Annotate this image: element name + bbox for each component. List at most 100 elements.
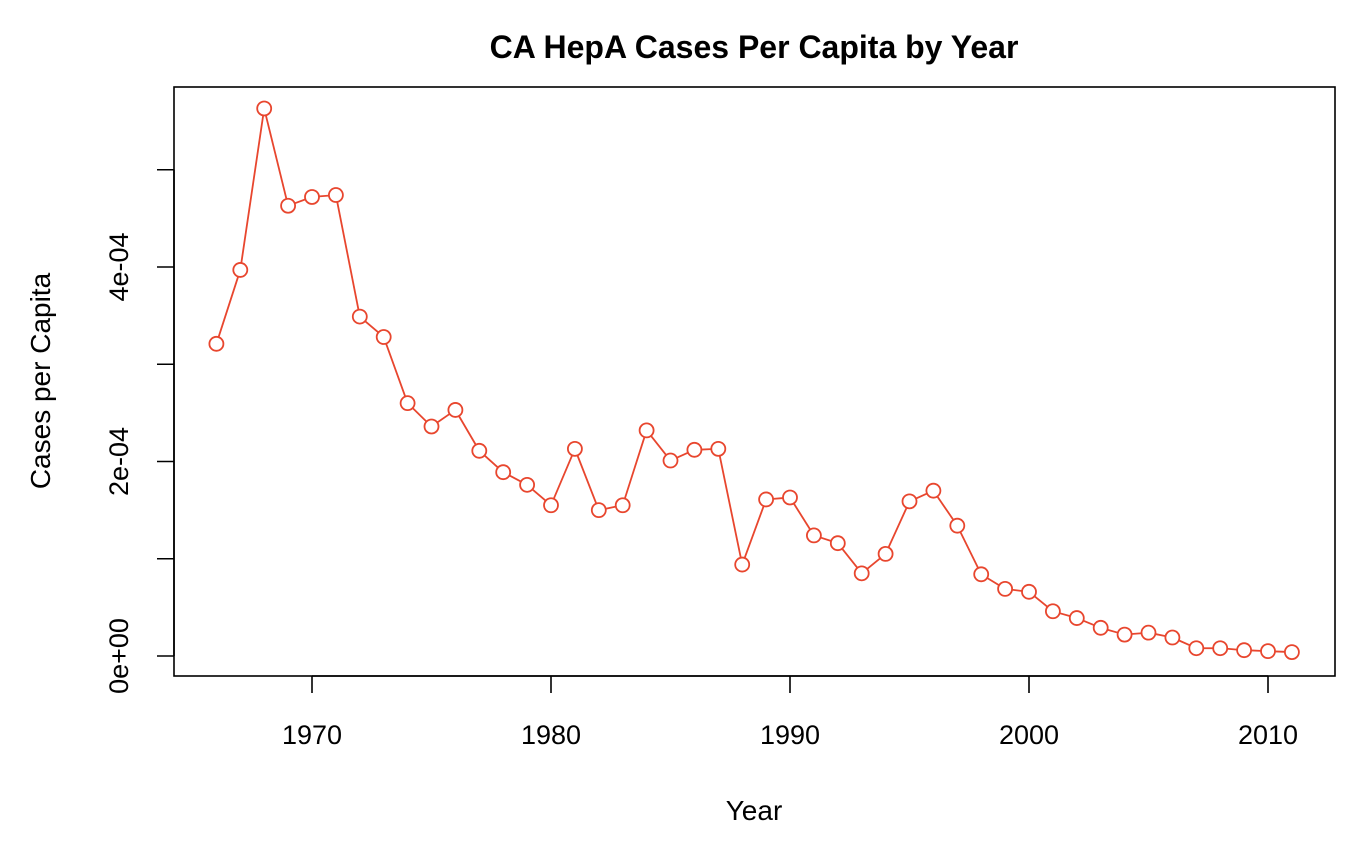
data-point (1212, 640, 1229, 657)
series-layer (208, 100, 1300, 661)
data-point (1236, 642, 1252, 659)
series-line-segment (915, 492, 928, 500)
series-line-segment (1033, 595, 1049, 608)
series-line-segment (294, 198, 306, 205)
data-point (1068, 610, 1085, 626)
x-tick-label: 1980 (521, 720, 581, 750)
series-line-segment (385, 343, 407, 397)
series-line-segment (411, 407, 428, 423)
data-point (519, 476, 535, 493)
series-line-segment (552, 454, 573, 500)
series-line-segment (483, 454, 499, 469)
data-point (447, 402, 464, 418)
data-point (734, 556, 751, 573)
series-line-segment (1178, 639, 1191, 647)
data-point (280, 197, 297, 214)
data-point (710, 440, 727, 457)
data-point (949, 517, 966, 534)
data-point (543, 497, 559, 514)
data-point (208, 335, 225, 352)
y-tick-label: 4e-04 (104, 232, 134, 301)
data-point (925, 482, 942, 499)
data-point (375, 329, 392, 345)
data-point (327, 187, 344, 203)
data-point (638, 422, 655, 439)
series-line-segment (1107, 628, 1119, 634)
series-line-segment (318, 194, 329, 198)
series-line-segment (623, 436, 646, 499)
y-axis: 0e+00 2e-04 4e-04 (104, 168, 175, 694)
data-point (304, 189, 320, 205)
series-line-segment (866, 557, 881, 570)
series-line-segment (986, 577, 1000, 587)
series-line-segment (217, 276, 240, 338)
data-point (877, 545, 894, 562)
data-point (1116, 626, 1133, 643)
series-line-segment (1082, 619, 1095, 626)
data-point (495, 464, 512, 481)
x-tick-label: 2000 (999, 720, 1059, 750)
series-line-segment (718, 455, 742, 558)
x-axis-label: Year (726, 795, 783, 826)
data-point (256, 100, 273, 117)
data-point (399, 395, 416, 412)
series-line-segment (240, 115, 265, 264)
series-line-segment (1155, 633, 1166, 638)
data-point (997, 580, 1013, 597)
data-point (590, 502, 607, 519)
series-0 (208, 100, 1300, 661)
series-line-segment (1227, 647, 1238, 651)
series-line-segment (936, 495, 955, 521)
series-line-segment (605, 505, 617, 510)
y-axis-label: Cases per Capita (25, 272, 56, 489)
plot-frame (173, 86, 1336, 677)
data-point (758, 491, 774, 508)
series-line-segment (436, 413, 451, 424)
data-point (1164, 629, 1181, 646)
series-line-segment (336, 201, 360, 310)
series-line-segment (841, 548, 859, 569)
x-tick-label: 1990 (760, 720, 820, 750)
data-point (1021, 583, 1037, 600)
data-point (351, 308, 368, 325)
data-point (1092, 619, 1109, 636)
data-point (973, 566, 990, 583)
series-line-segment (676, 451, 689, 459)
series-line-segment (364, 320, 379, 334)
series-line-segment (959, 531, 979, 569)
data-point (782, 489, 798, 506)
x-tick-label: 2010 (1238, 720, 1298, 750)
series-line-segment (1011, 588, 1023, 592)
data-point (1260, 643, 1276, 660)
series-line-segment (792, 502, 811, 530)
data-point (423, 418, 440, 435)
series-line-segment (1059, 612, 1071, 618)
series-line-segment (458, 415, 477, 446)
data-point (232, 262, 249, 278)
data-point (471, 442, 488, 459)
data-point (614, 497, 631, 514)
series-line-segment (650, 435, 667, 456)
data-point (1188, 640, 1205, 657)
data-point (806, 527, 822, 544)
series-line-segment (508, 474, 522, 483)
series-line-segment (743, 505, 765, 559)
chart-title: CA HepA Cases Per Capita by Year (490, 29, 1019, 65)
y-tick-label: 2e-04 (104, 427, 134, 496)
series-line-segment (887, 507, 908, 548)
x-axis: 1970 1980 1990 2000 2010 (282, 675, 1298, 750)
x-tick-label: 1970 (282, 720, 342, 750)
series-line-segment (264, 115, 288, 200)
series-line-segment (531, 488, 547, 502)
data-point (686, 441, 703, 458)
data-point (1140, 624, 1157, 641)
data-point (901, 493, 918, 510)
data-point (1045, 603, 1061, 620)
series-line-segment (773, 497, 784, 500)
data-point (853, 565, 870, 582)
series-line-segment (1131, 632, 1142, 635)
data-point (829, 535, 846, 552)
series-line-segment (576, 455, 598, 504)
data-point (1284, 644, 1300, 661)
